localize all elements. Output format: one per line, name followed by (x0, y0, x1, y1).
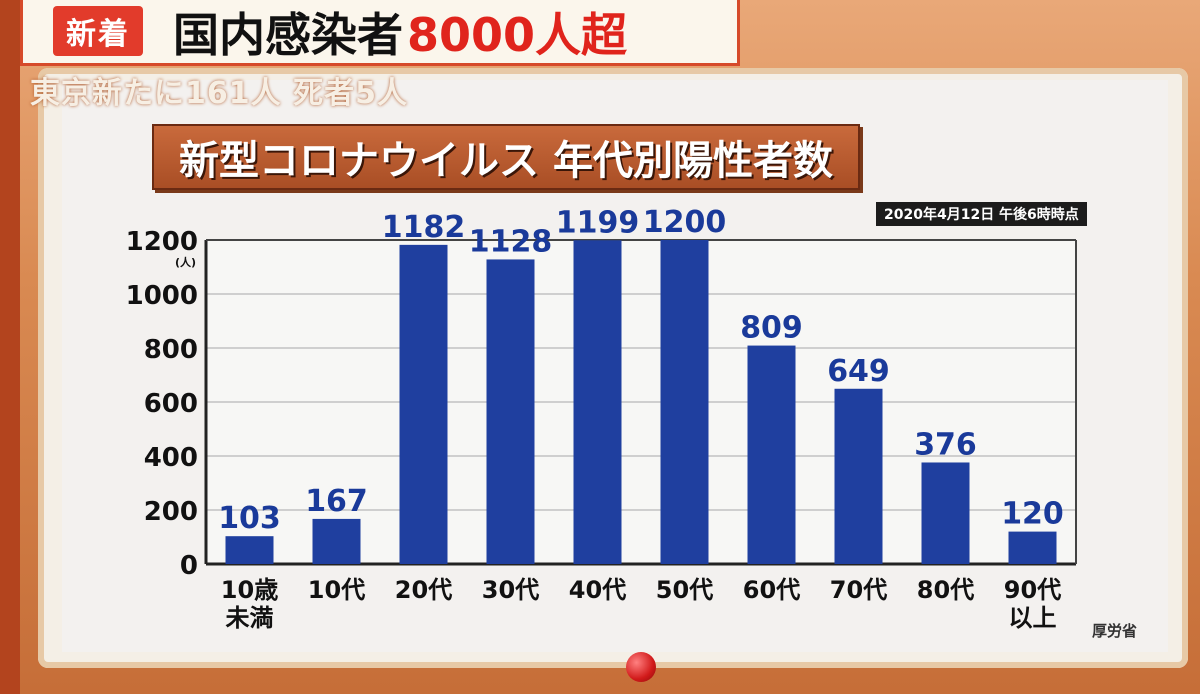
x-tick-label: 10代 (308, 576, 365, 604)
y-tick-label: 1200 (126, 227, 198, 257)
bar (312, 518, 361, 564)
x-tick-label: 30代 (482, 576, 539, 604)
y-tick-label: 800 (144, 335, 198, 365)
x-tick-label: 70代 (830, 576, 887, 604)
x-tick-label: 20代 (395, 576, 452, 604)
bar (747, 345, 796, 564)
x-tick-label: 10歳 (221, 576, 278, 604)
left-strip (0, 0, 20, 694)
x-tick-label: 60代 (743, 576, 800, 604)
bar-value-label: 103 (218, 501, 281, 536)
bar (1008, 531, 1057, 564)
bar-value-label: 1200 (643, 205, 727, 240)
bar-value-label: 1128 (469, 224, 553, 259)
y-tick-label: 400 (144, 443, 198, 473)
subheadline: 東京新たに161人 死者5人 (30, 76, 408, 111)
bar (486, 259, 535, 564)
x-tick-label: 80代 (917, 576, 974, 604)
bar (660, 240, 709, 564)
y-unit-label: (人) (175, 255, 196, 269)
y-tick-label: 1000 (126, 281, 198, 311)
headline-text: 国内感染者 (173, 8, 403, 62)
x-tick-label: 40代 (569, 576, 626, 604)
bar-value-label: 809 (740, 311, 803, 346)
bar (834, 388, 883, 564)
source-label: 厚労省 (1092, 622, 1138, 640)
headline: 国内感染者 8000人超 (173, 2, 627, 62)
bar (573, 240, 622, 564)
headline-number: 8000人超 (407, 8, 628, 62)
red-pin-icon (626, 652, 656, 682)
new-badge: 新着 (53, 6, 143, 56)
y-tick-label: 0 (180, 551, 198, 581)
bar-value-label: 120 (1001, 497, 1064, 532)
bar-value-label: 167 (305, 484, 368, 519)
chart-title: 新型コロナウイルス 年代別陽性者数 (152, 124, 860, 190)
bar (921, 462, 970, 564)
x-tick-label: 以上 (1009, 604, 1057, 632)
date-note: 2020年4月12日 午後6時時点 (876, 202, 1087, 226)
x-tick-label: 90代 (1004, 576, 1061, 604)
bar (225, 536, 274, 564)
bar-value-label: 376 (914, 427, 977, 462)
bar (399, 244, 448, 565)
news-headline-bar: 新着 国内感染者 8000人超 (20, 0, 740, 66)
bar-value-label: 1182 (382, 210, 466, 245)
x-tick-label: 未満 (226, 604, 274, 632)
y-tick-label: 600 (144, 389, 198, 419)
y-tick-label: 200 (144, 497, 198, 527)
x-tick-label: 50代 (656, 576, 713, 604)
bar-value-label: 1199 (556, 205, 640, 240)
bar-value-label: 649 (827, 354, 890, 389)
